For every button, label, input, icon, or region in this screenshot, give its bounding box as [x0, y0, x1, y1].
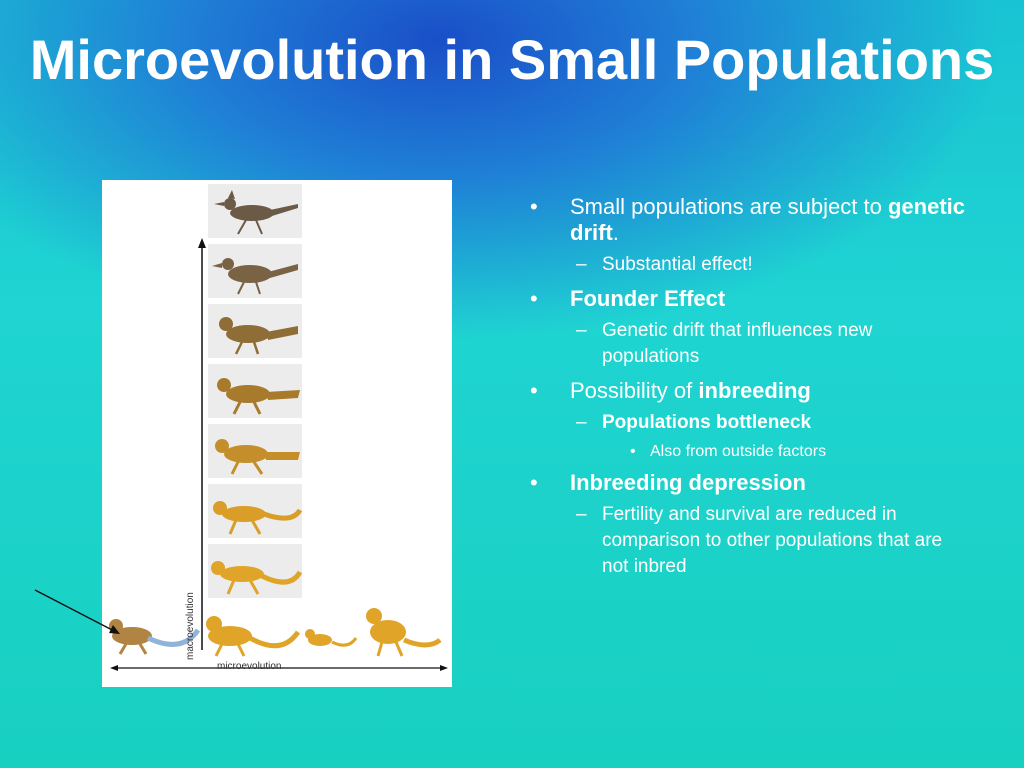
dash-marker: –	[576, 412, 587, 433]
sub-bullet-bottleneck: – Populations bottleneck	[576, 410, 970, 436]
bullet-bold-text: genetic drift	[570, 194, 965, 245]
bullet-genetic-drift: • Small populations are subject to genet…	[530, 194, 970, 246]
bullet-marker: •	[630, 443, 636, 460]
sub-bullet-text: Substantial effect!	[602, 254, 753, 275]
bullet-text: .	[612, 220, 619, 245]
bullet-bold-text: Founder Effect	[570, 286, 726, 311]
bullet-list: • Small populations are subject to genet…	[530, 186, 970, 580]
bullet-founder-effect: • Founder Effect	[530, 286, 970, 312]
stage-roadrunner-2	[208, 244, 302, 298]
dash-marker: –	[576, 504, 587, 525]
sub-sub-bullet-text: Also from outside factors	[650, 443, 827, 460]
sub-bullet-text: Genetic drift that influences new popula…	[602, 320, 873, 367]
sub-bullet-substantial-effect: – Substantial effect!	[576, 252, 970, 278]
bullet-text: Small populations are subject to	[570, 194, 888, 219]
bullet-bold-text: Inbreeding depression	[570, 470, 806, 495]
evolution-figure: macroevolution microevolution	[102, 180, 452, 687]
bullet-marker: •	[530, 378, 538, 403]
macroevolution-arrowhead	[198, 238, 206, 248]
sub-bullet-text: Fertility and survival are reduced in co…	[602, 504, 943, 577]
evolution-illustration	[109, 184, 448, 671]
sub-bullet-fertility: – Fertility and survival are reduced in …	[576, 502, 970, 580]
bullet-bold-text: inbreeding	[698, 378, 811, 403]
bullet-marker: •	[530, 286, 538, 311]
bullet-marker: •	[530, 194, 538, 219]
bullet-inbreeding: • Possibility of inbreeding	[530, 378, 970, 404]
microevolution-label: microevolution	[217, 661, 282, 672]
bullet-text: Possibility of	[570, 378, 699, 403]
macroevolution-label: macroevolution	[185, 592, 196, 660]
sub-bullet-genetic-drift-new: – Genetic drift that influences new popu…	[576, 318, 970, 370]
stage-transitional-3	[208, 304, 302, 358]
sub-sub-bullet-outside-factors: • Also from outside factors	[630, 442, 970, 462]
stage-transitional-4	[208, 364, 302, 418]
stage-transitional-5	[208, 424, 302, 478]
variant-lizard-large	[206, 616, 301, 657]
bullet-marker: •	[530, 470, 538, 495]
stage-lizard-7	[208, 544, 303, 598]
bullet-inbreeding-depression: • Inbreeding depression	[530, 470, 970, 496]
stage-lizard-6	[208, 484, 303, 538]
variant-lizard-upright	[366, 608, 442, 657]
slide-title: Microevolution in Small Populations	[29, 28, 995, 91]
dash-marker: –	[576, 320, 587, 341]
sub-bullet-bold-text: Populations bottleneck	[602, 412, 812, 433]
dash-marker: –	[576, 254, 587, 275]
variant-lizard-small	[305, 629, 358, 647]
stage-roadrunner-1	[208, 184, 302, 238]
